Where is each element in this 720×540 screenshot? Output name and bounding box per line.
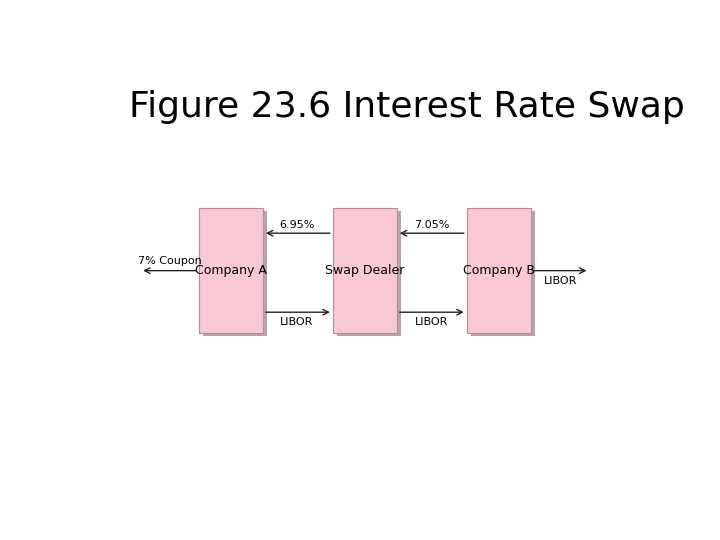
Bar [199,208,263,333]
Text: 6.95%: 6.95% [279,220,314,230]
Bar [471,211,535,336]
Bar [467,208,531,333]
Text: LIBOR: LIBOR [415,317,448,327]
Bar [333,208,397,333]
Text: LIBOR: LIBOR [280,317,313,327]
Bar [337,211,401,336]
Bar [203,211,267,336]
Text: 7% Coupon: 7% Coupon [138,256,202,266]
Text: Company A: Company A [195,264,267,277]
Text: Figure 23.6 Interest Rate Swap: Figure 23.6 Interest Rate Swap [129,90,685,124]
Text: Company B: Company B [463,264,535,277]
Text: LIBOR: LIBOR [544,276,577,286]
Text: Swap Dealer: Swap Dealer [325,264,405,277]
Text: 7.05%: 7.05% [414,220,449,230]
